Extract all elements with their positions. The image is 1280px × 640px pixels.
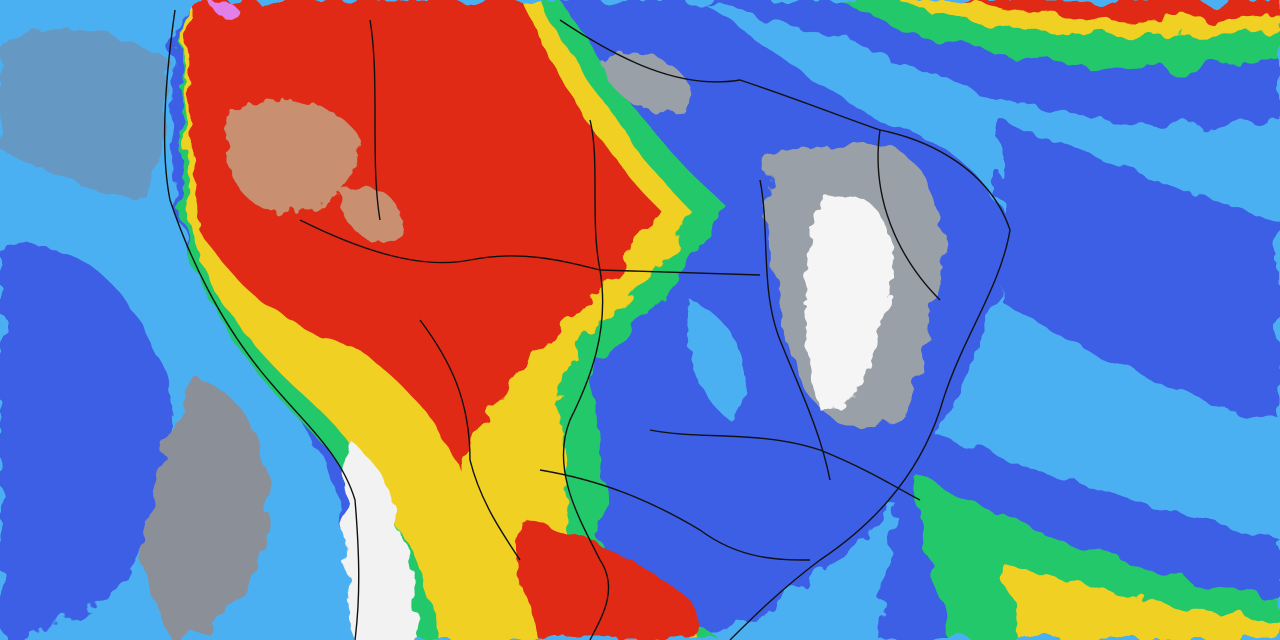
border <box>877 129 941 301</box>
border <box>649 429 921 501</box>
pacific-gray <box>0 29 170 200</box>
coastline-east <box>559 19 1011 640</box>
light-blue-patch <box>687 300 745 420</box>
border <box>759 179 831 481</box>
pacific-low <box>0 246 174 640</box>
white-patch <box>805 194 892 412</box>
atlantic-south-green <box>910 470 1280 640</box>
borders <box>163 9 1011 640</box>
coastline-west <box>163 9 360 640</box>
border <box>419 319 521 561</box>
gray-patch <box>600 53 692 113</box>
border <box>562 119 610 640</box>
brown-patch <box>340 187 402 243</box>
border <box>539 469 811 561</box>
land-red-south <box>516 520 698 640</box>
magenta-patch <box>210 0 241 21</box>
atlantic-mid-blue <box>1000 120 1280 420</box>
brown-patch <box>226 100 360 212</box>
border <box>299 219 761 276</box>
atlantic-north-red <box>960 0 1280 21</box>
land-white-south <box>344 440 420 640</box>
border <box>369 19 381 221</box>
pacific-gray-south <box>140 380 268 640</box>
atlantic-south-yellow <box>1000 560 1280 640</box>
detail-patches <box>210 0 892 420</box>
